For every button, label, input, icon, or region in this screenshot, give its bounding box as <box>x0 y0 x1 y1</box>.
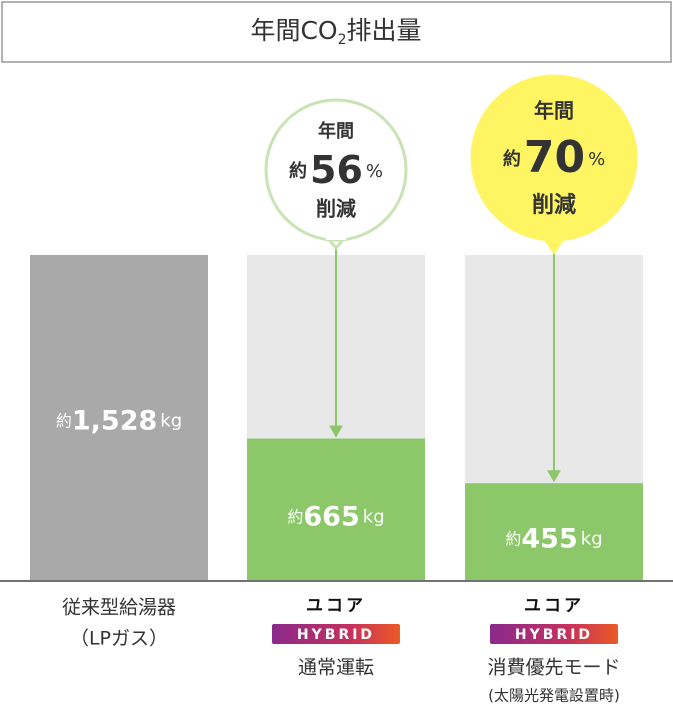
badge-text: HYBRID <box>297 627 375 643</box>
title-suffix: 排出量 <box>347 16 422 45</box>
bubble-unit: % <box>588 149 605 170</box>
value-label: 約1,528 kg <box>56 405 182 436</box>
bubble-approx: 約 <box>503 148 521 170</box>
arrow-head <box>329 425 343 438</box>
value-label-part: kg <box>363 506 385 527</box>
bubble-approx: 約 <box>289 160 307 182</box>
value-label-part: kg <box>581 529 603 550</box>
badge <box>490 624 618 644</box>
category-label: (太陽光発電設置時) <box>488 687 620 705</box>
badge <box>272 624 400 644</box>
badge-text: HYBRID <box>515 627 593 643</box>
bubble-post: 削減 <box>532 193 576 218</box>
bubble-pre: 年間 <box>534 99 574 123</box>
value-label-part: 約 <box>56 411 72 430</box>
bubble-value: 約56% <box>289 148 383 192</box>
bar <box>247 438 425 580</box>
bubble-unit: % <box>366 161 383 182</box>
category-label: 従来型給湯器 <box>62 597 176 619</box>
bubble-joint <box>544 232 564 240</box>
brand-logo: ユコア <box>306 596 366 616</box>
bubble-value: 約70% <box>503 132 605 183</box>
arrow-head <box>547 470 561 483</box>
bubble-joint <box>326 232 346 240</box>
value-label-part: 約 <box>287 507 303 526</box>
title-box <box>1 1 672 63</box>
bar <box>465 483 643 580</box>
title-prefix: 年間CO <box>250 16 337 45</box>
category-label: 消費優先モード <box>487 657 620 679</box>
bubble-pre: 年間 <box>318 120 354 142</box>
bubble-post: 削減 <box>316 197 356 221</box>
value-label-part: 約 <box>505 529 521 548</box>
chart-title: 年間CO2排出量 <box>250 16 421 48</box>
value-label-part: kg <box>160 411 182 432</box>
value-label-part: 665 <box>303 501 359 532</box>
value-label-part: 455 <box>521 523 577 554</box>
bar <box>30 255 208 580</box>
value-label: 約455 kg <box>505 523 602 554</box>
brand-logo: ユコア <box>524 596 584 616</box>
category-label: 通常運転 <box>298 657 374 679</box>
value-label: 約665 kg <box>287 501 384 532</box>
bubble-number: 70 <box>524 132 585 183</box>
bubble-number: 56 <box>310 148 363 192</box>
category-label: （LPガス） <box>70 628 168 650</box>
title-subscript: 2 <box>338 32 347 48</box>
value-label-part: 1,528 <box>72 405 157 436</box>
